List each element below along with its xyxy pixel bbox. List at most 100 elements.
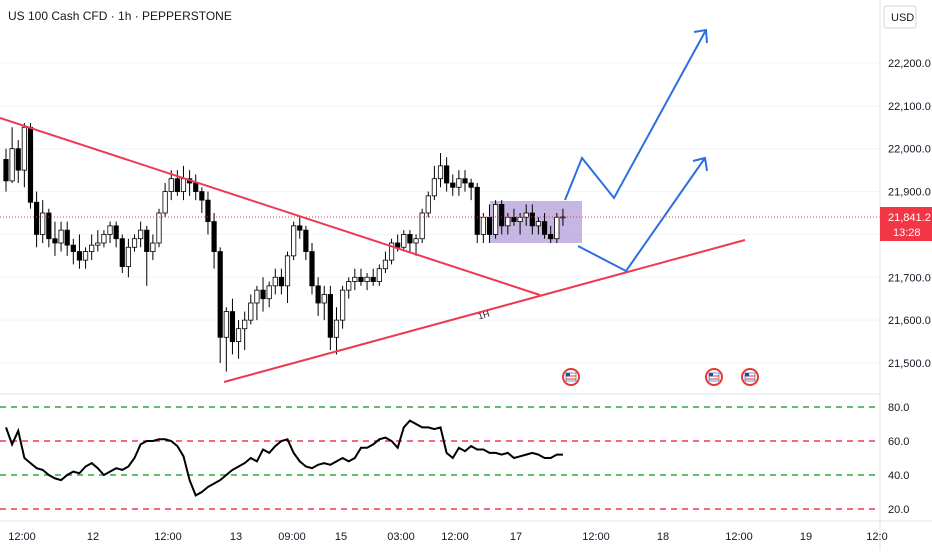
candle-body-up <box>376 268 382 282</box>
pullback-projection-path[interactable] <box>577 157 706 273</box>
candle-body-up <box>425 195 431 214</box>
candle <box>156 208 162 248</box>
us-flag-icon[interactable] <box>741 368 759 386</box>
trendline-label: 1H <box>477 309 491 322</box>
price-tick-label: 21,500.0 <box>888 358 931 370</box>
candle <box>315 277 321 316</box>
candle-body-up <box>517 216 523 222</box>
candle-body-down <box>144 229 150 252</box>
candle <box>358 268 364 286</box>
candle-body-down <box>395 242 401 248</box>
candle-body-down <box>486 216 493 235</box>
candle-body-up <box>168 178 174 192</box>
candle-body-up <box>223 311 229 338</box>
price-tick-label: 21,900.0 <box>888 187 931 199</box>
candle <box>346 277 352 299</box>
candle-body-down <box>358 276 364 282</box>
candle-body-up <box>505 216 511 227</box>
currency-label: USD <box>891 12 914 24</box>
candle <box>162 183 168 218</box>
candle-body-up <box>492 204 499 235</box>
us-flag-icon[interactable] <box>705 368 723 386</box>
grid <box>0 62 880 364</box>
price-tick-label: 21,700.0 <box>888 272 931 284</box>
pullback-projection-arrowhead <box>692 156 708 172</box>
candle-body-down <box>174 178 180 192</box>
candle <box>462 170 468 192</box>
economic-events[interactable] <box>562 368 759 386</box>
bullish-projection-arrowhead <box>693 28 708 44</box>
candle-body-up <box>284 255 291 287</box>
candle <box>413 234 419 256</box>
candle-body-down <box>309 251 315 287</box>
time-tick-label: 12:00 <box>582 531 610 543</box>
candle-body-down <box>541 221 548 235</box>
candle-body-up <box>58 229 64 244</box>
candle <box>119 234 125 273</box>
candle <box>3 148 9 192</box>
candle-body-down <box>327 294 333 338</box>
candle <box>89 234 95 261</box>
candle <box>339 285 346 329</box>
candle <box>107 221 113 243</box>
candle-body-down <box>499 204 505 227</box>
time-tick-label: 18 <box>657 531 669 543</box>
price-tick-label: 22,000.0 <box>888 144 931 156</box>
candle <box>523 204 529 226</box>
candle-body-up <box>9 148 15 182</box>
candle <box>138 221 144 248</box>
candle-body-down <box>15 148 21 171</box>
ascending-trendline[interactable] <box>223 239 746 383</box>
candle <box>46 208 52 248</box>
candle <box>291 221 297 261</box>
current-price-tag <box>880 207 932 241</box>
candle <box>541 213 548 239</box>
candle <box>266 281 272 308</box>
rsi-tick-label: 20.0 <box>888 504 909 516</box>
candle <box>101 230 107 248</box>
descending-trendline[interactable] <box>0 117 541 296</box>
candle <box>217 247 223 363</box>
candle <box>248 294 254 325</box>
time-tick-label: 12 <box>87 531 99 543</box>
candle-body-down <box>474 186 480 235</box>
candle-body-down <box>468 182 474 188</box>
candle <box>27 123 34 209</box>
candle-body-up <box>21 126 27 171</box>
candle-body-up <box>162 191 168 214</box>
candle <box>76 234 83 269</box>
candle-body-down <box>34 201 40 235</box>
candle-body-up <box>235 328 242 342</box>
candle-body-down <box>444 165 450 184</box>
candle <box>21 123 27 188</box>
candle-body-up <box>413 238 419 244</box>
candle <box>431 165 438 201</box>
candle-body-down <box>407 234 413 244</box>
candle <box>284 251 291 303</box>
candle <box>34 191 40 248</box>
candle <box>401 230 407 252</box>
currency-box[interactable] <box>883 5 917 29</box>
candle-body-up <box>107 225 113 235</box>
candle <box>199 187 205 213</box>
candle <box>492 200 499 239</box>
candle-body-down <box>548 234 554 240</box>
candle <box>425 191 431 218</box>
bullish-projection-path[interactable] <box>564 29 707 201</box>
candle-body-down <box>27 126 34 203</box>
candle-body-down <box>193 182 199 192</box>
candle <box>40 200 46 243</box>
price-tick-labels: 22,200.0 22,100.0 22,000.0 21,900.0 21,700.0… <box>888 58 931 370</box>
candle-body-up <box>138 229 144 240</box>
candle-body-down <box>529 212 535 227</box>
time-tick-label: 09:00 <box>278 531 306 543</box>
time-tick-label: 13 <box>230 531 242 543</box>
candle <box>376 264 382 286</box>
us-flag-icon[interactable] <box>562 368 580 386</box>
candle-body-down <box>70 244 76 252</box>
candle-body-down <box>205 199 211 222</box>
candle <box>260 277 266 312</box>
candle <box>174 170 180 196</box>
